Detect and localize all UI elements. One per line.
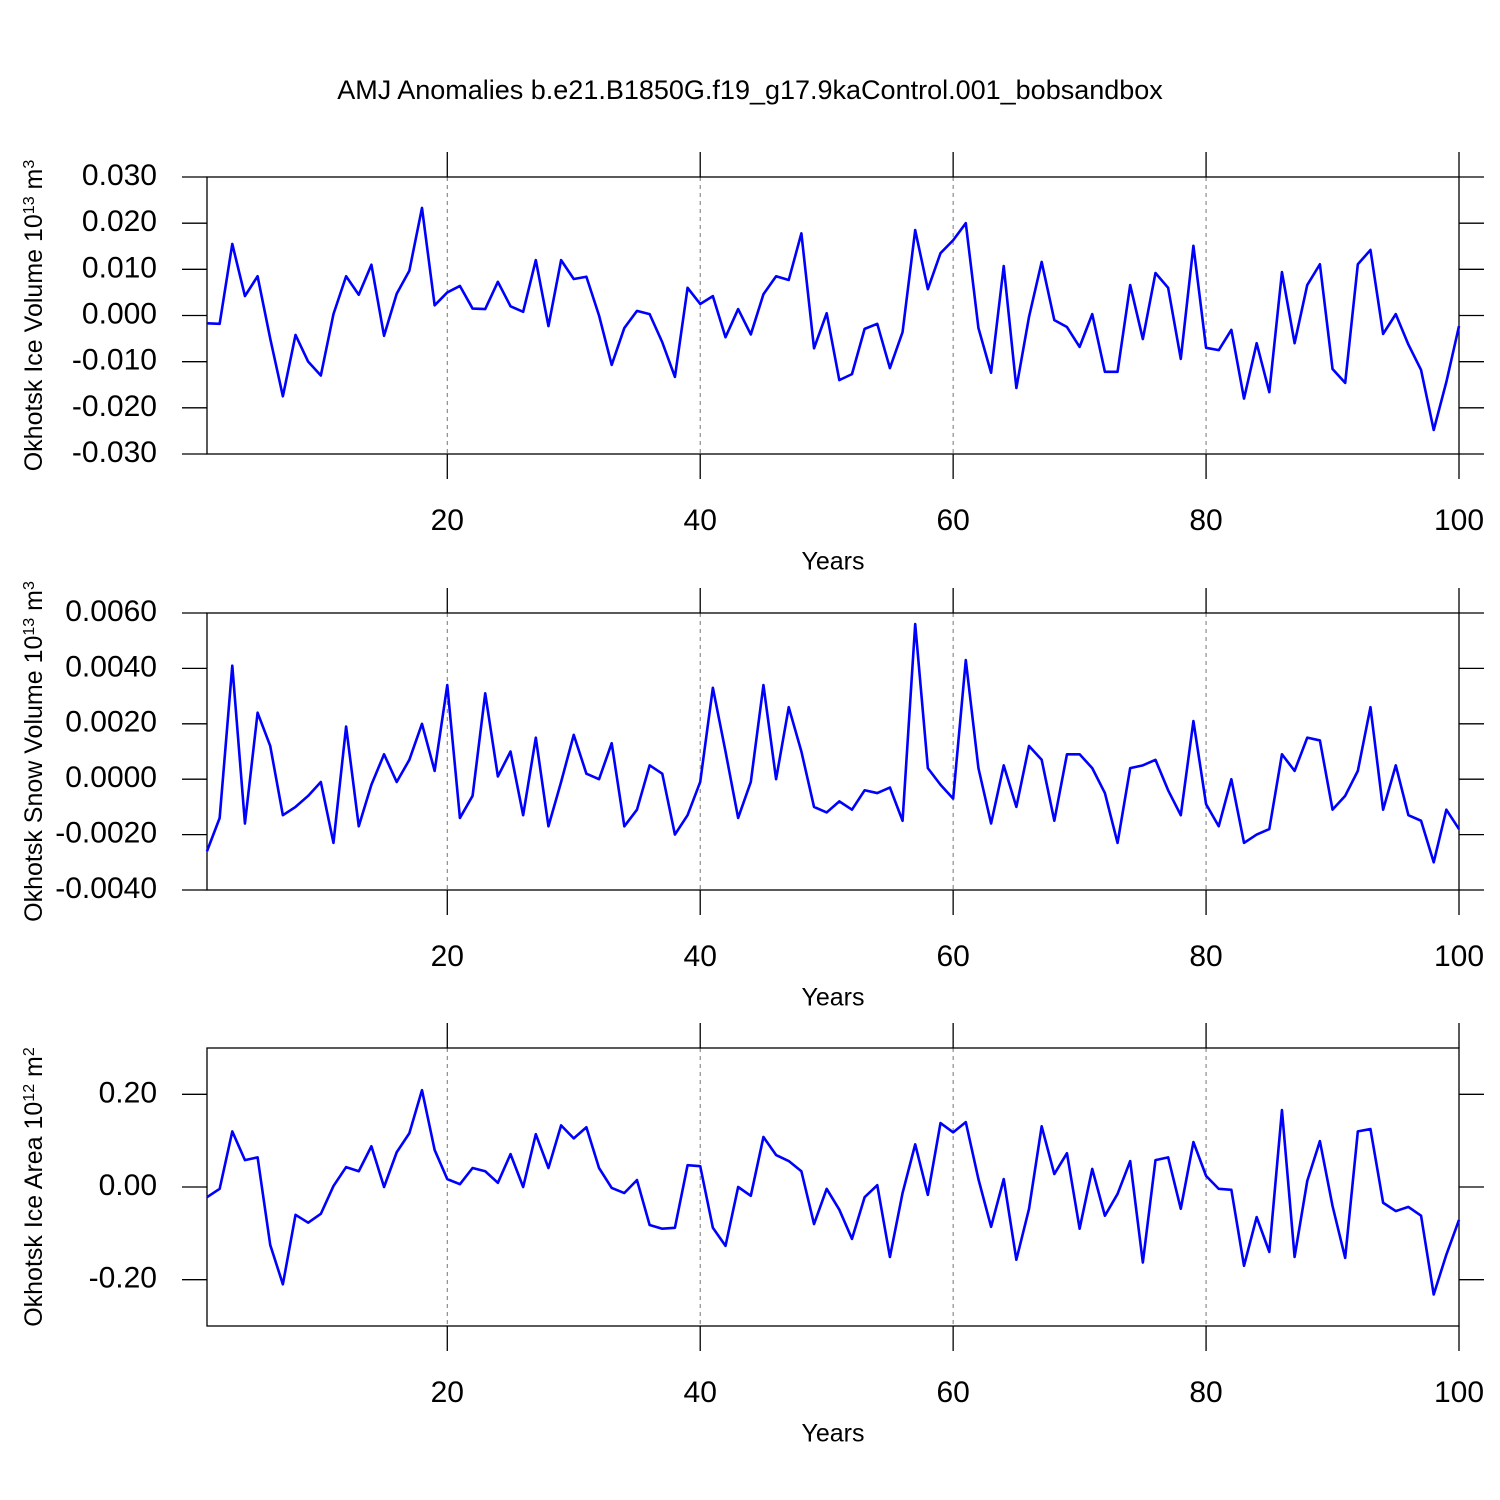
y-tick-label: 0.00 — [99, 1169, 157, 1202]
x-axis-label: Years — [801, 548, 864, 576]
x-tick-label: 100 — [1434, 1376, 1484, 1409]
y-tick-label: -0.20 — [89, 1262, 157, 1295]
chart-title: AMJ Anomalies b.e21.B1850G.f19_g17.9kaCo… — [337, 75, 1163, 105]
y-tick-label: -0.0040 — [55, 872, 157, 905]
y-label-superscript: 3 — [21, 160, 38, 169]
x-tick-label: 60 — [936, 504, 969, 537]
y-label-text: m — [20, 590, 48, 618]
y-label-superscript: 12 — [21, 1084, 38, 1102]
y-label-text: Okhotsk Ice Volume 10 — [20, 214, 48, 471]
y-tick-label: 0.0000 — [65, 761, 157, 794]
x-tick-label: 20 — [431, 1376, 464, 1409]
data-line — [205, 622, 1461, 864]
plot-frame — [206, 176, 1460, 455]
y-axis-label: Okhotsk Ice Area 1012 m2 — [20, 1047, 48, 1327]
x-tick-label: 20 — [431, 504, 464, 537]
y-tick-label: 0.000 — [82, 297, 157, 330]
x-tick-label: 100 — [1434, 940, 1484, 973]
x-tick-label: 60 — [936, 1376, 969, 1409]
plot-frame — [206, 1047, 1460, 1327]
x-tick-label: 20 — [431, 940, 464, 973]
y-label-superscript: 2 — [21, 1047, 38, 1056]
y-tick-label: -0.020 — [72, 390, 157, 423]
y-tick-label: 0.20 — [99, 1076, 157, 1109]
data-line — [206, 1088, 1461, 1296]
y-label-superscript: 13 — [21, 196, 38, 214]
y-label-superscript: 13 — [21, 618, 38, 636]
y-tick-label: 0.020 — [82, 205, 157, 238]
x-tick-label: 60 — [936, 940, 969, 973]
x-axis-label: Years — [801, 1420, 864, 1448]
y-label-text: Okhotsk Snow Volume 10 — [20, 636, 48, 922]
x-tick-label: 40 — [684, 504, 717, 537]
y-tick-label: 0.0060 — [65, 595, 157, 628]
y-tick-label: 0.030 — [82, 159, 157, 192]
x-tick-label: 40 — [684, 1376, 717, 1409]
y-tick-label: -0.0020 — [55, 817, 157, 850]
y-tick-label: 0.0040 — [65, 650, 157, 683]
x-tick-label: 100 — [1434, 504, 1484, 537]
x-axis-label: Years — [801, 984, 864, 1012]
y-tick-label: 0.010 — [82, 251, 157, 284]
x-tick-label: 80 — [1189, 1376, 1222, 1409]
plot-frame — [206, 612, 1460, 891]
y-label-text: m — [20, 169, 48, 197]
y-tick-label: -0.030 — [72, 436, 157, 469]
y-tick-label: -0.010 — [72, 344, 157, 377]
y-axis-label: Okhotsk Snow Volume 1013 m3 — [20, 581, 48, 922]
y-label-text: m — [20, 1056, 48, 1084]
x-tick-label: 40 — [684, 940, 717, 973]
y-label-superscript: 3 — [21, 581, 38, 590]
x-tick-label: 80 — [1189, 940, 1222, 973]
y-tick-label: 0.0020 — [65, 706, 157, 739]
x-tick-label: 80 — [1189, 504, 1222, 537]
y-label-text: Okhotsk Ice Area 10 — [20, 1102, 48, 1327]
data-line — [206, 206, 1461, 432]
y-axis-label: Okhotsk Ice Volume 1013 m3 — [20, 160, 48, 472]
